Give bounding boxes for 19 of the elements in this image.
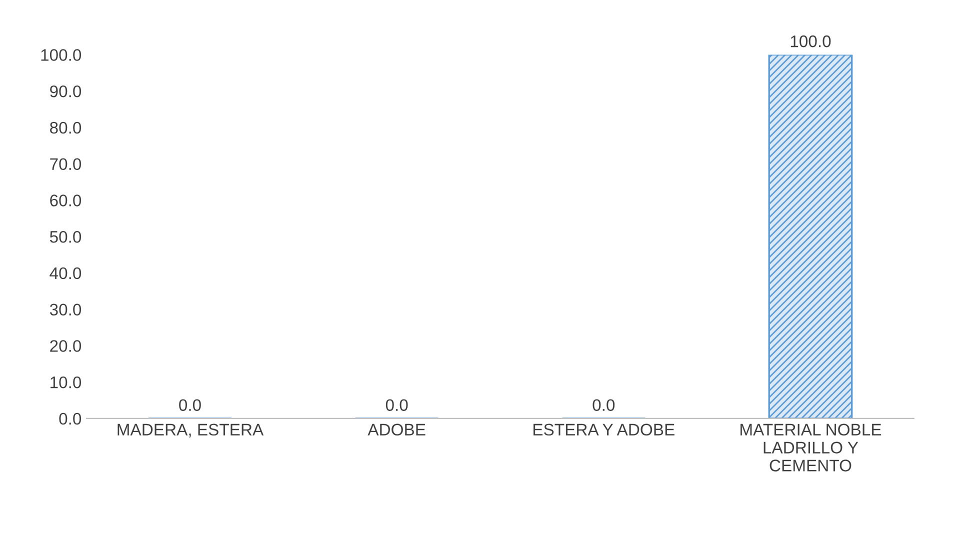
y-tick-label: 0.0 [59,412,82,425]
x-tick-label: MATERIAL NOBLE LADRILLO Y CEMENTO [740,424,882,472]
y-tick-label: 70.0 [50,158,82,170]
data-label: 0.0 [179,399,201,411]
y-tick-label: 60.0 [50,194,82,206]
y-tick-label: 20.0 [50,340,82,352]
y-tick-label: 30.0 [50,304,82,316]
y-tick-label: 40.0 [50,267,82,280]
x-tick-label: MADERA, ESTERA [118,424,264,438]
data-label: 100.0 [790,35,831,48]
x-tick-label: ESTERA Y ADOBE [534,424,674,436]
y-tick-label: 10.0 [50,376,82,388]
y-tick-label: 90.0 [50,85,82,98]
x-tick-label: ADOBE [368,424,426,436]
y-tick-label: 80.0 [50,122,82,134]
y-tick-label: 100.0 [41,49,82,61]
data-label: 0.0 [386,399,408,411]
y-tick-label: 50.0 [50,230,82,243]
data-label: 0.0 [592,399,615,411]
